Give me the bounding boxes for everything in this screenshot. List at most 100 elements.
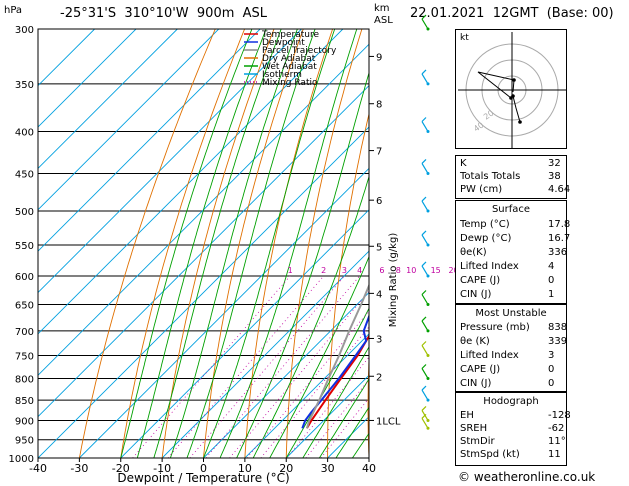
wind-barb-dot [426, 274, 430, 278]
mixing-ratio-label: 2 [321, 266, 326, 275]
x-tick-label: 40 [362, 462, 376, 475]
altitude-tick-label: 1LCL [376, 416, 401, 427]
dry-adiabat-line [161, 29, 275, 458]
wet-adiabat-line [236, 71, 369, 458]
dry-adiabat-line [586, 29, 617, 458]
wind-barb-staff [421, 345, 429, 356]
surface-row: θe(K) 336 [460, 247, 567, 259]
hodograph-point [518, 120, 522, 124]
hodograph-point [512, 78, 516, 82]
surface-label: CIN (J) [460, 289, 492, 300]
dry-adiabat-line [407, 29, 450, 458]
altitude-tick-label: 4 [376, 289, 382, 300]
mu-row: Pressure (mb) 838 [460, 322, 567, 334]
wind-barb-dot [426, 426, 430, 430]
wind-barb-icon [421, 385, 430, 402]
hodograph-ring-label: 40 [472, 120, 486, 133]
index-row-k: K 32 [460, 158, 562, 170]
mixing-ratio-line [167, 275, 324, 458]
legend-item-label: Isotherm [262, 70, 302, 80]
wind-barb-icon [421, 341, 430, 357]
hodo-row: SREH -62 [460, 423, 564, 435]
surface-value: 336 [548, 247, 568, 258]
dry-adiabat-line [367, 349, 369, 458]
wind-barb-flag [421, 406, 427, 411]
wind-barb-flag [421, 316, 427, 322]
hodo-label: EH [460, 410, 474, 421]
mixing-ratio-label: 15 [431, 266, 441, 275]
mixing-ratio-label: 10 [406, 266, 416, 275]
wind-barb-icon [421, 261, 430, 278]
wind-barb-staff [421, 163, 429, 174]
wind-barb-dot [426, 243, 430, 247]
surface-row: Lifted Index 4 [460, 261, 562, 273]
wind-barb-dot [426, 418, 430, 422]
isotherm-line [203, 291, 369, 458]
most-unstable-panel: Most Unstable Pressure (mb) 838 θe (K) 339… [455, 304, 567, 392]
wind-barb-flag [421, 69, 427, 75]
wind-barb-icon [421, 14, 430, 31]
wind-barb-icon [421, 364, 430, 380]
pressure-tick-label: 300 [15, 25, 34, 36]
isotherm-line [79, 167, 369, 458]
hodograph-panel: kt 20 40 [455, 29, 567, 149]
pressure-unit-label: hPa [4, 5, 23, 16]
pressure-tick-label: 900 [15, 416, 34, 427]
temperature-series-line [306, 334, 369, 429]
pressure-tick-label: 700 [15, 327, 34, 338]
x-tick-label: 30 [321, 462, 335, 475]
surface-value: 17.8 [548, 219, 571, 230]
wind-barb-staff [421, 200, 429, 212]
isotherm-line [38, 29, 344, 335]
x-tick-label: 0 [200, 462, 207, 475]
hodo-row: StmSpd (kt) 11 [460, 449, 562, 461]
index-label: PW (cm) [460, 184, 503, 195]
mixing-ratio-label: 1 [288, 266, 293, 275]
isotherm-line [38, 126, 369, 458]
mu-label: CIN (J) [460, 378, 492, 389]
wind-barb-dot [426, 171, 430, 175]
hodograph-ring-label: 20 [482, 108, 496, 121]
hodo-label: SREH [460, 423, 488, 434]
asl-unit-label: ASL [374, 15, 393, 26]
surface-value: 4 [548, 261, 555, 272]
surface-value: 16.7 [548, 233, 571, 244]
wind-barb-flag [421, 159, 427, 164]
index-row-totals: Totals Totals 38 [460, 171, 562, 183]
wet-adiabat-line [302, 346, 369, 458]
mu-row: CAPE (J) 0 [460, 364, 562, 376]
index-value: 38 [548, 171, 561, 182]
wind-barb-staff [421, 73, 429, 85]
parcel-trajectory-series-line [305, 283, 369, 429]
mixing-ratio-label: 4 [357, 266, 362, 275]
isotherm-line [161, 250, 369, 458]
wet-adiabat-line [120, 29, 253, 458]
isotherm-line [38, 29, 302, 294]
mu-value: 339 [548, 336, 568, 347]
surface-row: CAPE (J) 0 [460, 275, 562, 287]
altitude-tick-label: 2 [376, 372, 382, 383]
isotherm-line [244, 333, 369, 458]
dry-adiabat-line [120, 29, 246, 458]
surface-label: Lifted Index [460, 261, 519, 272]
altitude-tick-label: 8 [376, 100, 382, 111]
mu-value: 838 [548, 322, 568, 333]
wind-barb-dot [426, 329, 430, 333]
surface-label: θe(K) [460, 247, 487, 258]
surface-panel: Surface Temp (°C) 17.8 Dewp (°C) 16.7 θe(K… [455, 200, 571, 304]
wind-barb-flag [421, 341, 427, 346]
wet-adiabat-line [335, 406, 369, 458]
altitude-tick-label: 9 [376, 52, 382, 63]
wind-barb-flag [421, 117, 427, 122]
wet-adiabat-line [153, 29, 282, 458]
wind-barb-icon [421, 413, 430, 430]
surface-label: Temp (°C) [460, 219, 510, 230]
hodograph-kt-label: kt [460, 33, 469, 43]
wet-adiabat-line [169, 29, 298, 458]
altitude-tick-label: 6 [376, 196, 382, 207]
index-value: 32 [548, 158, 561, 169]
hodograph-table-title: Hodograph [483, 396, 539, 407]
mixing-ratio-axis-label: Mixing Ratio (g/kg) [388, 233, 399, 328]
mu-value: 0 [548, 378, 555, 389]
